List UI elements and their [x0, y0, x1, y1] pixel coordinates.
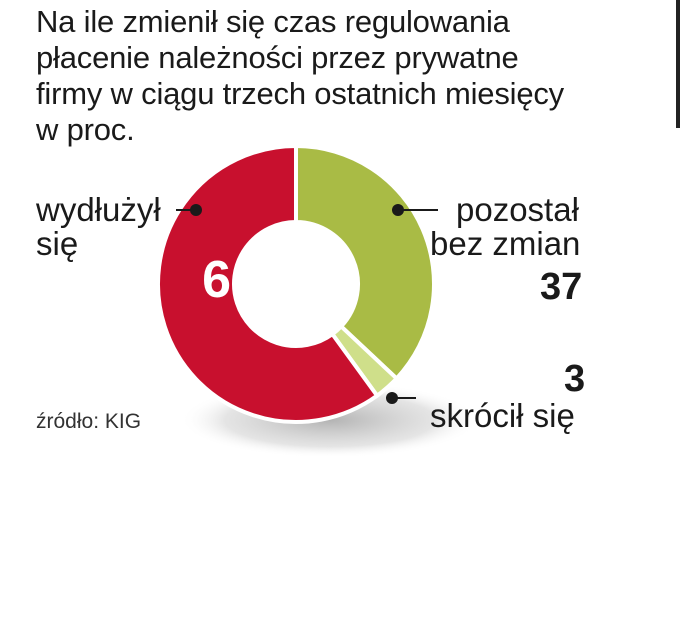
slice-value-longer: 60	[202, 251, 260, 309]
slice-unchanged	[294, 143, 436, 382]
label-unchanged-line2: bez zmian	[430, 225, 581, 262]
value-shorter: 3	[564, 358, 586, 400]
right-edge-bar	[676, 0, 680, 128]
title-line-2: płacenie należności przez prywatne	[36, 40, 519, 75]
title-line-4: w proc.	[36, 112, 135, 147]
leader-dot-shorter	[386, 392, 398, 404]
label-shorter: skrócił się	[430, 397, 575, 434]
label-unchanged-line1: pozostał	[456, 191, 579, 228]
title-line-3: firmy w ciągu trzech ostatnich miesięcy	[36, 76, 564, 111]
label-longer-line2: się	[36, 225, 79, 262]
value-unchanged: 37	[540, 266, 583, 308]
chart-title: Na ile zmienił się czas regulowania płac…	[36, 4, 636, 148]
label-longer-line1: wydłużył	[36, 191, 161, 228]
title-line-1: Na ile zmienił się czas regulowania	[36, 4, 510, 39]
source-note: źródło: KIG	[36, 410, 142, 433]
leader-dot-unchanged	[392, 204, 404, 216]
leader-dot-longer	[190, 204, 202, 216]
slice-longer	[156, 143, 380, 424]
